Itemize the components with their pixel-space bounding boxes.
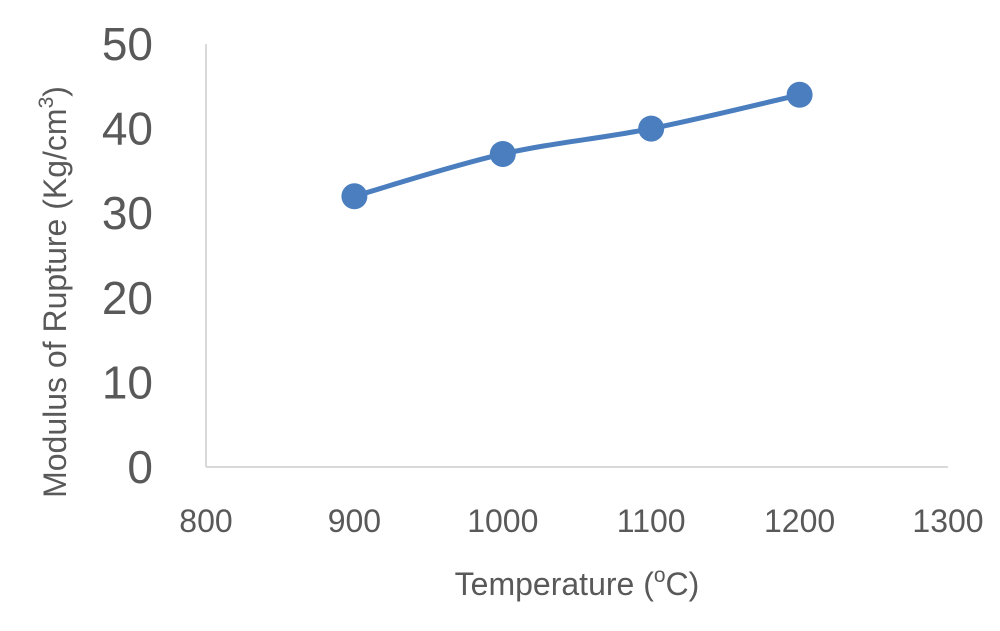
series-line [351, 92, 803, 199]
data-point [638, 115, 665, 142]
x-tick-label: 800 [179, 503, 232, 539]
x-axis-title-end: C) [666, 566, 700, 602]
y-tick-label: 50 [102, 18, 153, 70]
y-tick-label: 20 [102, 272, 153, 324]
x-tick-labels: 800 900 1000 1100 1200 1300 [179, 503, 983, 539]
y-tick-label: 40 [102, 103, 153, 155]
y-tick-label: 10 [102, 356, 153, 408]
x-tick-label: 1100 [617, 503, 686, 539]
data-point [489, 140, 516, 167]
y-axis-title-superscript: 3 [35, 97, 58, 109]
y-axis-title: Modulus of Rupture (Kg/cm3) [35, 86, 73, 498]
x-tick-label: 1300 [912, 503, 983, 539]
y-axis-title-end: ) [37, 86, 73, 97]
data-markers [341, 81, 813, 210]
y-tick-labels: 0 10 20 30 40 50 [102, 18, 153, 493]
data-point [341, 183, 368, 210]
x-tick-label: 1200 [764, 503, 835, 539]
y-tick-label: 30 [102, 187, 153, 239]
x-tick-label: 900 [328, 503, 381, 539]
x-axis-title: Temperature (oC) [455, 564, 700, 602]
y-tick-label: 0 [127, 441, 153, 493]
x-axis-title-superscript: o [654, 564, 666, 587]
data-point [786, 81, 813, 108]
x-tick-label: 1000 [467, 503, 538, 539]
